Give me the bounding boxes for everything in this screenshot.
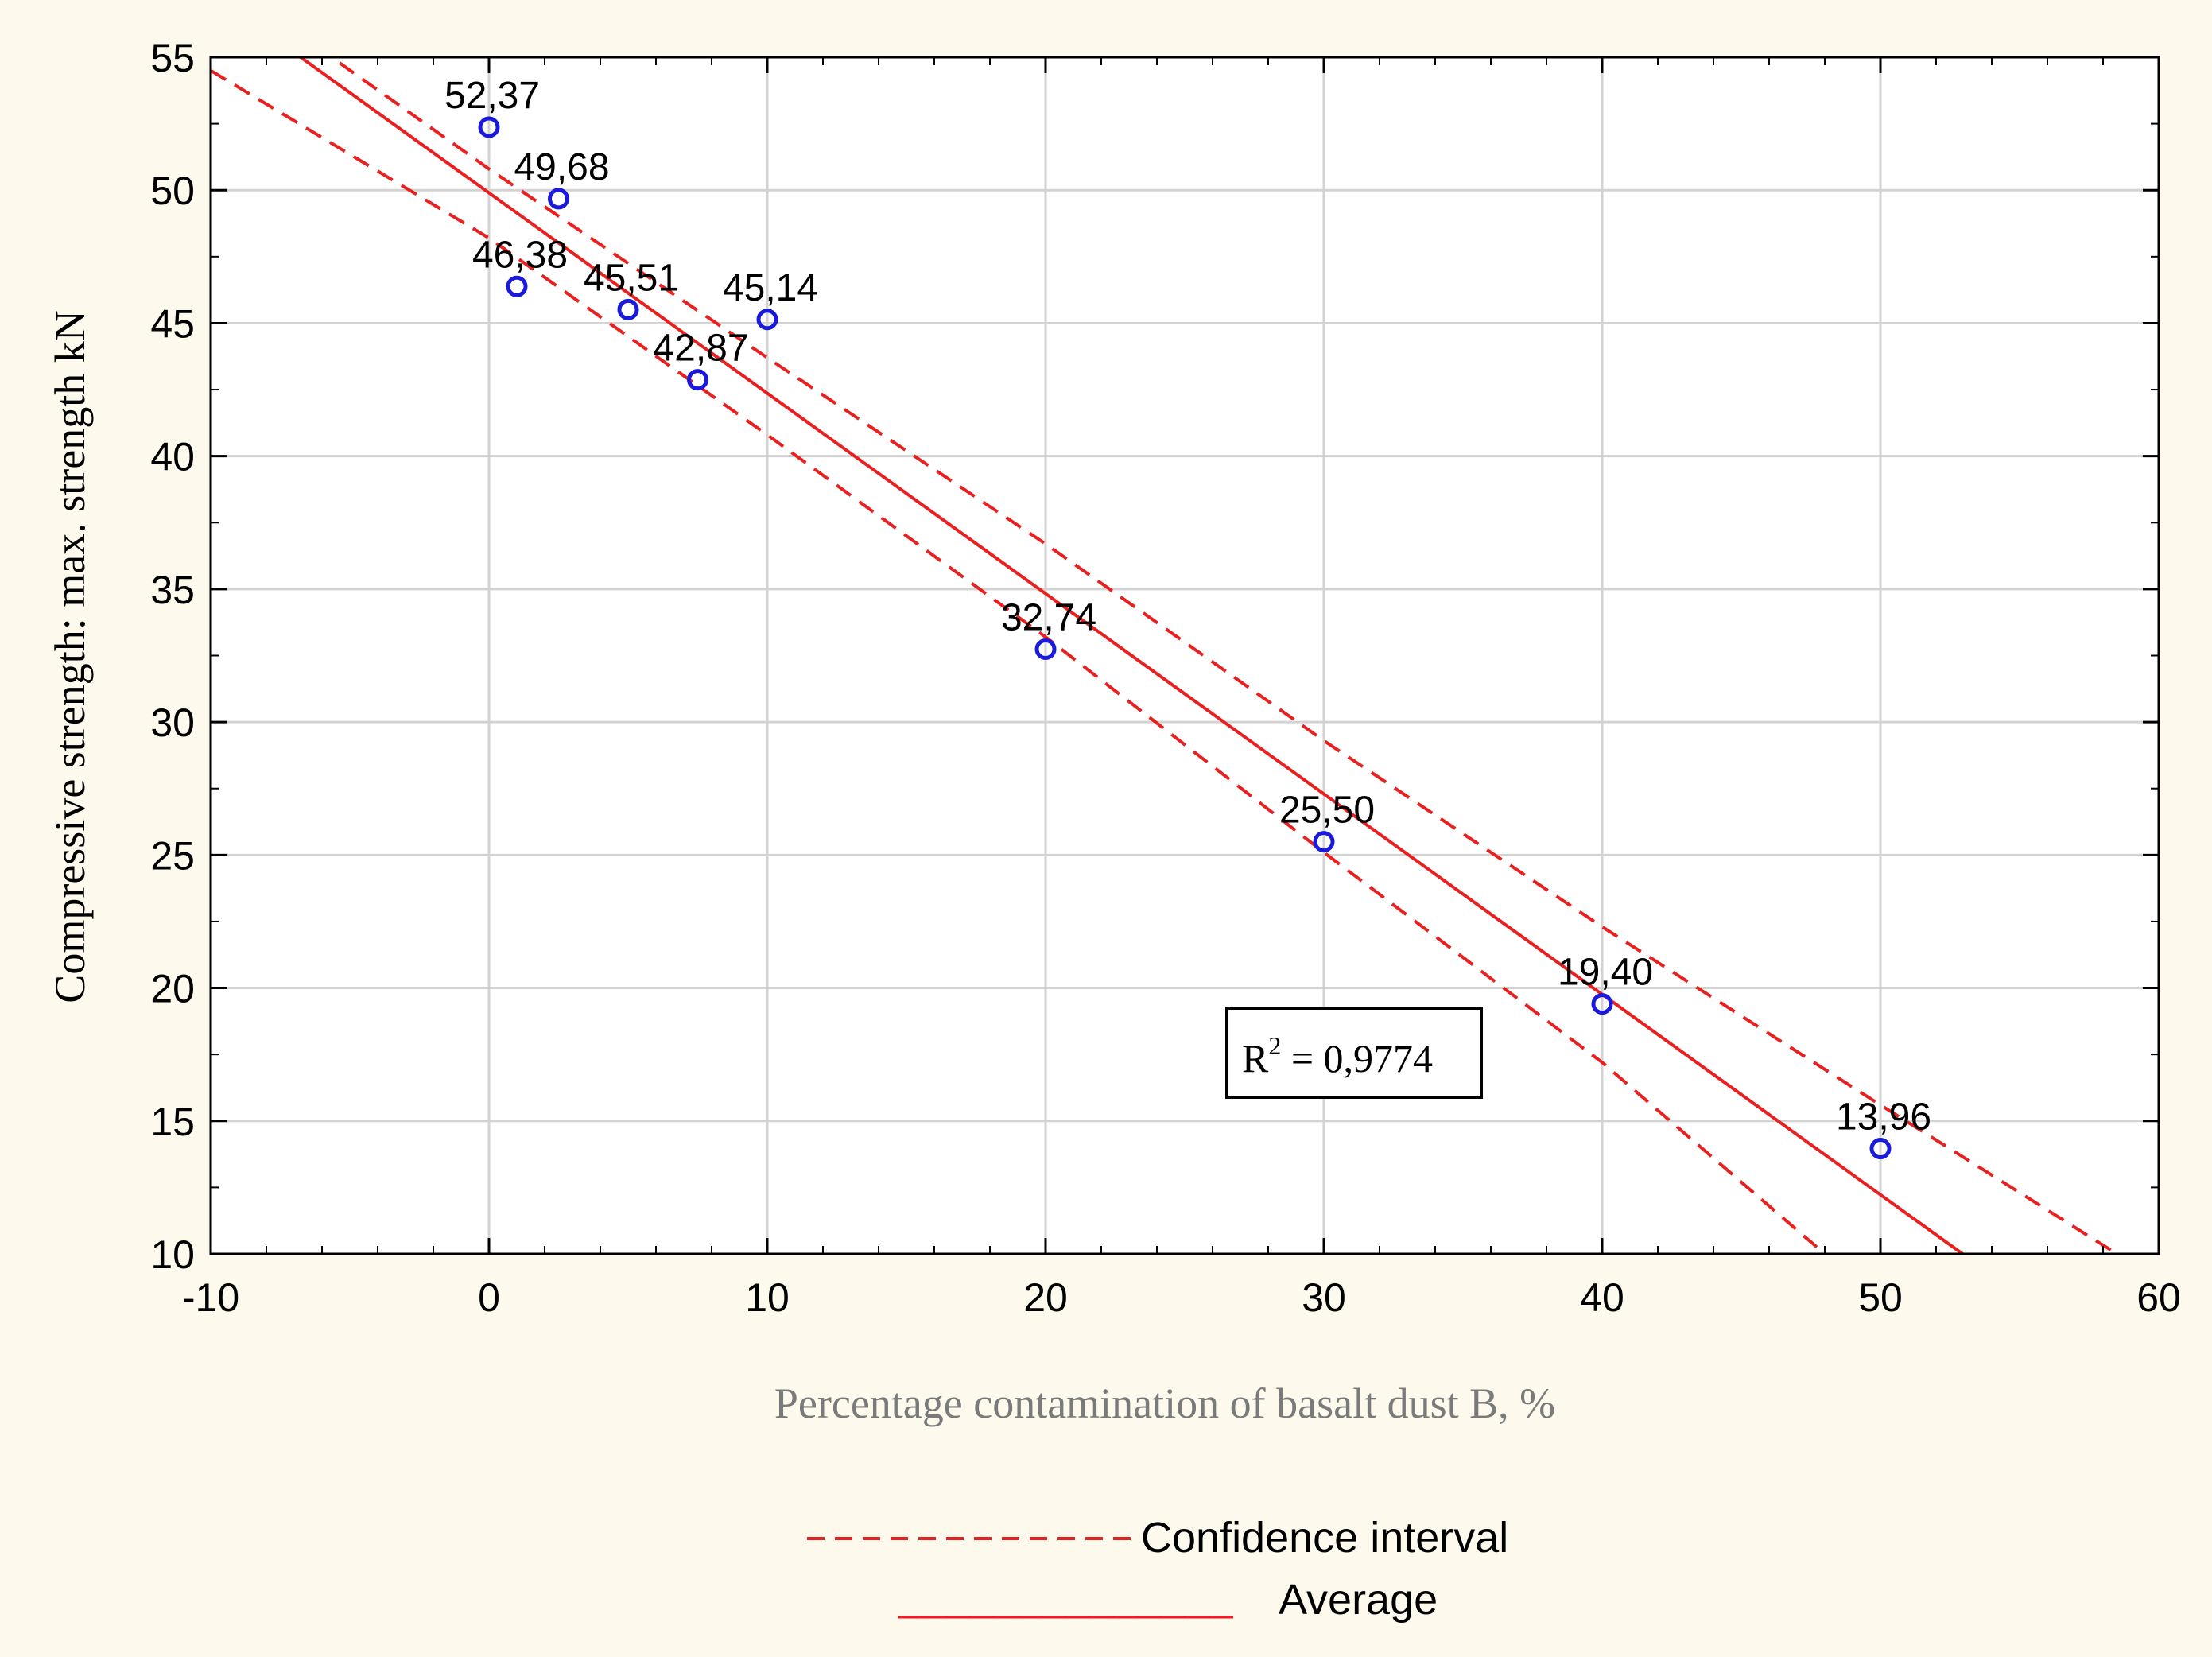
data-point-5 bbox=[687, 369, 708, 391]
y-tick-label-30: 30 bbox=[150, 700, 195, 745]
legend: Confidence interval ______________ Avera… bbox=[807, 1514, 1508, 1624]
data-label-3: 45,51 bbox=[584, 257, 679, 299]
y-tick-label-20: 20 bbox=[150, 967, 195, 1011]
x-tick-label-20: 20 bbox=[1023, 1275, 1068, 1320]
ticks: 10 15 20 25 30 35 40 45 50 55 -10 0 10 20 30 40 50 60 bbox=[150, 36, 2180, 1320]
x-tick-label-60: 60 bbox=[2136, 1275, 2181, 1320]
series bbox=[211, 57, 2118, 1254]
r-squared-annotation: R2 = 0,9774 bbox=[1225, 1007, 1483, 1099]
data-point-1 bbox=[548, 188, 569, 210]
x-tick-label-30: 30 bbox=[1302, 1275, 1346, 1320]
plot-background bbox=[211, 57, 2159, 1254]
annotation-box bbox=[1225, 1007, 1483, 1099]
data-point-7 bbox=[1313, 831, 1335, 853]
legend-label-confidence: Confidence interval bbox=[1141, 1514, 1508, 1562]
data-label-4: 45,14 bbox=[723, 267, 818, 309]
data-point-2 bbox=[506, 275, 528, 297]
data-label-8: 19,40 bbox=[1558, 952, 1653, 994]
data-label-6: 32,74 bbox=[1001, 596, 1096, 638]
regression-line bbox=[297, 57, 1966, 1254]
y-tick-label-50: 50 bbox=[150, 169, 195, 213]
legend-label-average: Average bbox=[1279, 1576, 1438, 1624]
y-tick-label-40: 40 bbox=[150, 435, 195, 479]
x-tick-label--10: -10 bbox=[182, 1275, 239, 1320]
y-tick-label-25: 25 bbox=[150, 833, 195, 878]
x-tick-label-50: 50 bbox=[1858, 1275, 1903, 1320]
data-point-6 bbox=[1034, 638, 1057, 660]
confidence-lower bbox=[211, 68, 1826, 1254]
data-point-4 bbox=[756, 309, 778, 331]
data-label-7: 25,50 bbox=[1279, 790, 1375, 832]
x-tick-label-10: 10 bbox=[745, 1275, 790, 1320]
data-point-3 bbox=[617, 298, 639, 320]
y-axis-title: Compressive strength: max. strength kN bbox=[46, 310, 94, 1003]
x-tick-label-0: 0 bbox=[478, 1275, 500, 1320]
data-point-8 bbox=[1591, 993, 1613, 1015]
legend-solid-swatch: ______________ bbox=[898, 1572, 1233, 1620]
annotation-text: R2 = 0,9774 bbox=[1242, 1031, 1433, 1081]
data-label-9: 13,96 bbox=[1836, 1096, 1931, 1139]
y-tick-label-10: 10 bbox=[150, 1232, 195, 1277]
data-label-0: 52,37 bbox=[444, 75, 540, 117]
data-label-1: 49,68 bbox=[514, 146, 609, 188]
y-tick-label-35: 35 bbox=[150, 568, 195, 612]
data-label-5: 42,87 bbox=[653, 328, 748, 370]
x-tick-label-40: 40 bbox=[1580, 1275, 1624, 1320]
data-point-9 bbox=[1869, 1138, 1892, 1160]
x-axis-title: Percentage contamination of basalt dust … bbox=[774, 1380, 1555, 1427]
y-tick-label-55: 55 bbox=[150, 36, 195, 80]
confidence-upper bbox=[328, 57, 2118, 1254]
data-points: 52,37 49,68 46,38 45,51 45,14 42,87 32,74 25,50… bbox=[444, 75, 1931, 1160]
y-tick-label-15: 15 bbox=[150, 1100, 195, 1144]
data-label-2: 46,38 bbox=[472, 234, 568, 276]
data-point-0 bbox=[478, 116, 500, 138]
y-tick-label-45: 45 bbox=[150, 301, 195, 346]
